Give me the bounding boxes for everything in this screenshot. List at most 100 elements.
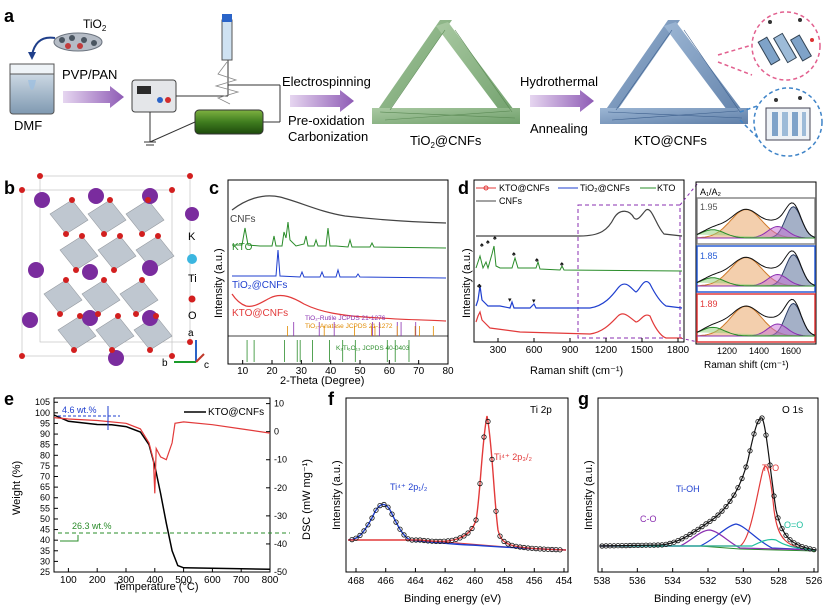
arrow-head-icon [28,52,36,60]
tga-left-tick-label: 70 [40,472,50,482]
xrd-tick-label: 60 [384,366,396,377]
o1s-label-o-o: O=O [784,520,803,530]
axis-a-label: a [188,328,194,339]
o1s-fit-ti-o [600,465,817,551]
ti2p-data-point [369,515,375,521]
o1s-label-ti-o: Ti-O [762,463,779,473]
ti2p-tick-label: 468 [348,576,365,587]
o1s-ylabel: Intensity (a.u.) [583,460,595,530]
ti2p-x-ticks: 468 466 464 462 460 458 456 454 [348,568,573,587]
o1s-envelope [599,417,817,551]
o1s-data-point [779,525,785,532]
o1s-data-point [739,475,745,482]
raman-tick-label: 600 [526,345,543,356]
ti2p-plot-frame [345,397,569,573]
tga-right-tick-label: -30 [274,511,287,521]
inset-ratio-2: 1.85 [700,251,718,261]
o1s-data-point [755,418,761,425]
raman-tick-label: 1200 [595,345,618,356]
panel-a: a TiO2 DMF PVP/PAN [4,6,823,157]
k-atom-icon [185,207,199,221]
o1s-data-point [683,534,689,540]
o1s-data-point [715,512,721,518]
raman-legend-marker-icon [483,185,489,191]
tga-left-tick-label: 25 [40,567,50,577]
panel-a-letter: a [4,6,15,26]
raman-zoom-link-bottom [679,337,699,343]
panel-f-letter: f [328,389,335,409]
inset-i-band [696,229,815,239]
carbonization-label: Carbonization [288,129,368,144]
xrd-tick-label: 70 [413,366,425,377]
ti2p-data-point [485,418,491,425]
tga-weight-curve [53,414,271,570]
xrd-label-kto-cnfs: KTO@CNFs [232,308,288,319]
o1s-tick-label: 534 [664,576,681,587]
o1s-data-point [775,515,781,521]
xrd-ref-rutile: TiO₂-Rutile JCPDS 21-1276 [305,315,386,322]
xrd-x-ticks: 10 20 30 40 50 60 70 80 [237,360,454,377]
raman-plot-frame [473,179,685,343]
panel-c: c CNFs KTO TiO₂@CNFs KTO@CNFs TiO₂-Rutil… [209,178,454,387]
o1s-data-point [711,515,717,522]
o1s-data-point [707,518,713,524]
xrd-label-tio2: TiO₂@CNFs [232,280,287,291]
tga-left-tick-label: 80 [40,450,50,460]
raman-legend-kto: KTO [657,183,675,193]
tio2-cnfs-fibers-icon [372,20,520,124]
o1s-fit-c-o [600,529,817,551]
ti2p-data-point [497,533,503,539]
o1s-data-point [695,526,701,532]
tga-x-tick-label: 100 [60,575,77,586]
o1s-tick-label: 538 [594,576,611,587]
ti2p-data-point [361,528,367,534]
ti2p-tick-label: 460 [467,576,484,587]
raman-legend-cnfs: CNFs [499,196,522,206]
o1s-data-point [735,484,741,491]
raman-legend-kto-cnfs: KTO@CNFs [499,183,550,193]
raman-zoom-box [577,204,681,339]
raman-peak-markers: ♠ ♠ ♠♠ ♠♠ ♣▾ ▾ [477,235,564,305]
o1s-data-point [643,542,649,548]
inset-xtick-1: 1200 [717,346,737,356]
panel-d: d KTO@CNFs TiO₂@CNFs KTO CNFs ♠ ♠ ♠♠ ♠♠ ♣… [458,178,817,377]
tga-left-tick-label: 100 [35,408,50,418]
o1s-data-point [751,431,757,437]
zoom-line-2 [717,61,753,76]
o1s-data-point [723,503,729,510]
electrospinning-setup-icon [131,14,281,146]
ti2p-data-point [473,517,479,523]
xrd-xlabel: 2-Theta (Degree) [280,375,364,387]
ti2p-peak1: Ti⁴⁺ 2p₁/₂ [390,482,428,492]
tga-right-tick-label: -20 [274,483,287,493]
tga-annot-top: 4.6 wt.% [62,405,97,415]
tga-left-tick-label: 105 [35,397,50,407]
inset-xtick-3: 1600 [781,346,801,356]
svg-text:♠: ♠ [535,257,539,264]
tga-left-tick-label: 30 [40,556,50,566]
ti2p-data-point [489,456,495,462]
o1s-data-point [743,464,749,470]
hydrothermal-label: Hydrothermal [520,74,598,89]
tga-right-tick-label: 0 [274,427,279,437]
tga-x-tick-label: 200 [89,575,106,586]
o1s-tick-label: 530 [735,576,752,587]
xrd-plot-frame [227,179,449,365]
tga-left-tick-label: 95 [40,418,50,428]
o1s-data-point [703,521,709,527]
raman-kto-curve [475,245,683,272]
svg-text:♠: ♠ [512,251,516,258]
panel-g: g O 1s Ti-OH Ti-O C-O O=O 538 536 534 532 53… [578,389,823,605]
svg-text:♠: ♠ [480,242,484,249]
tga-annot-bottom-arrow [60,535,79,542]
ti2p-data-point [401,532,407,538]
xrd-ref-kto: K₂Ti₆O₁₃ JCPDS 40-0403 [336,345,410,352]
annealing-label: Annealing [530,121,588,136]
xrd-tick-label: 50 [354,366,366,377]
tga-xlabel: Temperature (°C) [114,581,198,593]
tga-right-tick-label: -50 [274,567,287,577]
tga-x-tick-label: 600 [204,575,221,586]
tio2-label: TiO2 [83,17,107,33]
zoom-circle-blue-icon [753,87,823,157]
o1s-tick-label: 536 [629,576,646,587]
